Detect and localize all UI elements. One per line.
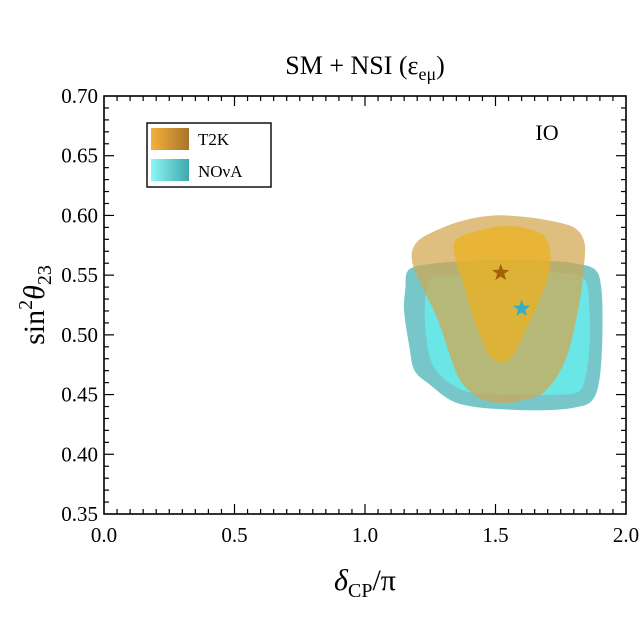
legend-label-nova: NOνA [198,162,243,181]
legend-swatch-nova [151,159,189,181]
y-axis-label-subscript: 23 [34,265,56,285]
best-fit-markers [492,263,531,316]
x-axis-label: δCP/π [334,564,396,602]
t2k-inner-region [453,226,551,363]
legend: T2K NOνA [146,122,272,188]
noa-best-fit-star [513,299,531,316]
y-tick-label: 0.35 [61,502,98,526]
x-tick-label: 0.5 [221,523,247,547]
y-tick-label: 0.45 [61,383,98,407]
x-tick-label: 2.0 [613,523,639,547]
allowed-regions [403,215,603,411]
y-tick-label: 0.40 [61,442,98,466]
y-axis-label-prefix: sin [18,310,51,345]
x-axis-label-main: δ [334,564,349,597]
panel-label: IO [535,120,558,145]
x-tick-label: 0.0 [91,523,117,547]
x-tick-label: 1.0 [352,523,378,547]
t2k-best-fit-star [492,263,510,280]
chart-title-main: SM + NSI (ε [285,51,418,80]
x-tick-label: 1.5 [482,523,508,547]
chart-title-close: ) [436,51,445,80]
chart-title: SM + NSI (εeμ) [285,51,445,84]
x-axis-label-subscript: CP [348,580,372,602]
y-tick-label: 0.70 [61,84,98,108]
axis-ticks [104,96,626,514]
x-axis-label-suffix: /π [372,564,395,597]
legend-swatch-t2k [151,128,189,150]
legend-label-t2k: T2K [198,130,230,149]
chart-title-subscript: eμ [418,64,436,84]
y-tick-label: 0.50 [61,323,98,347]
plot-frame [103,95,627,515]
y-tick-label: 0.55 [61,263,98,287]
y-axis-label-theta: θ [18,285,51,300]
y-axis-label-superscript: 2 [15,300,37,310]
y-axis-label: sin2θ23 [15,265,56,345]
x-tick-labels: 0.0 0.5 1.0 1.5 2.0 [91,523,639,547]
y-tick-label: 0.65 [61,144,98,168]
y-tick-label: 0.60 [61,203,98,227]
y-tick-labels: 0.35 0.40 0.45 0.50 0.55 0.60 0.65 0.70 [61,84,98,526]
